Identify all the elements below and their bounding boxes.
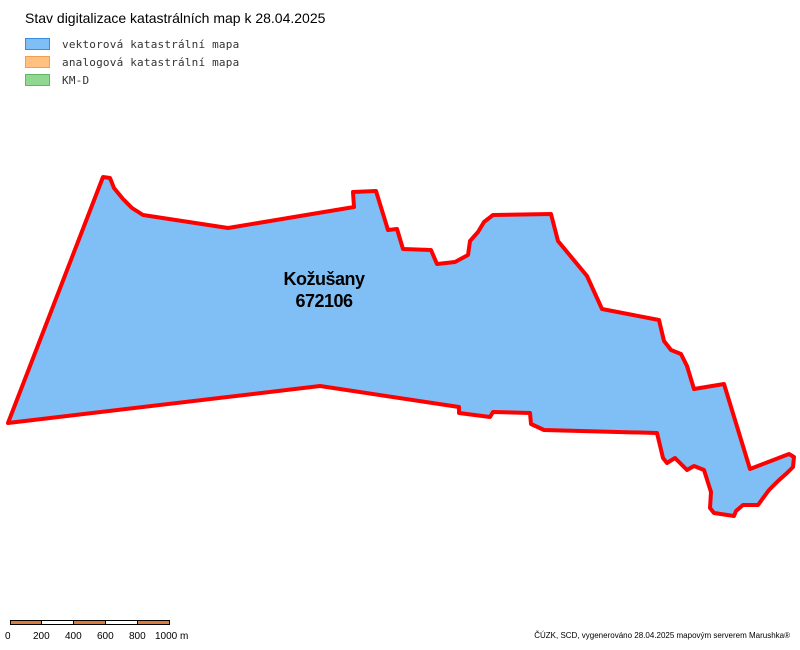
scale-labels: 0 200 400 600 800 1000 m xyxy=(0,631,220,645)
scale-segment xyxy=(10,620,42,625)
scale-label-400: 400 xyxy=(65,631,82,642)
scale-bar xyxy=(10,620,170,625)
legend-item-vector-map: vektorová katastrální mapa xyxy=(25,35,239,53)
area-label: Kožušany 672106 xyxy=(283,268,365,312)
map-title: Stav digitalizace katastrálních map k 28… xyxy=(25,10,326,26)
scale-segment xyxy=(138,620,170,625)
legend-item-analog-map: analogová katastrální mapa xyxy=(25,53,239,71)
legend-item-km-d: KM-D xyxy=(25,71,239,89)
legend-label-analog: analogová katastrální mapa xyxy=(62,55,240,69)
legend-label-km-d: KM-D xyxy=(62,73,90,87)
scale-label-800: 800 xyxy=(129,631,146,642)
area-code: 672106 xyxy=(295,291,353,311)
area-name: Kožušany xyxy=(283,269,365,289)
legend-label-vector: vektorová katastrální mapa xyxy=(62,37,240,51)
scale-segment xyxy=(74,620,106,625)
footer-credit: ČÚZK, SCD, vygenerováno 28.04.2025 mapov… xyxy=(534,631,790,640)
legend-swatch-km-d xyxy=(25,74,50,86)
scale-segment xyxy=(106,620,138,625)
scale-label-0: 0 xyxy=(5,631,11,642)
cadastral-area-polygon[interactable] xyxy=(6,175,796,518)
scale-label-200: 200 xyxy=(33,631,50,642)
legend-swatch-vector xyxy=(25,38,50,50)
scale-label-600: 600 xyxy=(97,631,114,642)
scale-label-1000: 1000 m xyxy=(155,631,189,642)
scale-segment xyxy=(42,620,74,625)
legend: vektorová katastrální mapa analogová kat… xyxy=(25,35,239,89)
legend-swatch-analog xyxy=(25,56,50,68)
